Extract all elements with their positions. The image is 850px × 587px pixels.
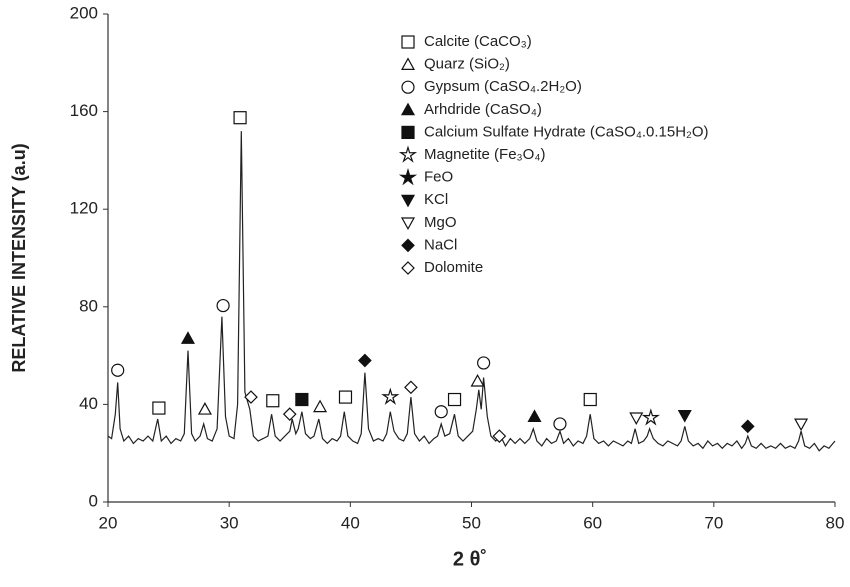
legend-symbol (400, 102, 416, 116)
marker (527, 409, 542, 422)
x-tick-label: 70 (704, 513, 723, 532)
marker (477, 356, 491, 370)
y-tick-label: 0 (89, 491, 98, 510)
legend-label: Dolomite (424, 259, 483, 276)
legend-symbol (401, 238, 415, 253)
marker (266, 394, 280, 408)
legend-label: Calcite (CaCO₃) (424, 33, 532, 50)
legend-symbol (401, 35, 415, 49)
y-tick-label: 200 (70, 3, 98, 22)
x-tick-label: 20 (99, 513, 118, 532)
marker (434, 405, 448, 419)
legend-label: Gypsum (CaSO₄.2H₂O) (424, 78, 582, 95)
marker (358, 353, 372, 368)
x-tick-label: 50 (462, 513, 481, 532)
x-axis-label: 2 θ˚ (453, 547, 487, 570)
legend-label: FeO (424, 169, 453, 186)
marker (180, 331, 195, 344)
y-axis-label: RELATIVE INTENSITY (a.u) (9, 143, 29, 372)
marker (641, 408, 660, 426)
marker (404, 380, 418, 395)
y-tick-label: 160 (70, 101, 98, 120)
y-tick-label: 120 (70, 199, 98, 218)
marker (629, 412, 644, 426)
marker (111, 363, 125, 377)
legend-label: Magnetite (Fe₃O₄) (424, 146, 545, 163)
marker (244, 390, 258, 404)
legend-symbol (400, 57, 416, 71)
y-tick-label: 40 (79, 394, 98, 413)
x-tick-label: 60 (583, 513, 602, 532)
marker (794, 418, 809, 432)
legend-label: Quarz (SiO₂) (424, 56, 510, 73)
legend-symbol (400, 217, 416, 231)
legend-label: Arhdride (CaSO₄) (424, 101, 542, 118)
legend: Calcite (CaCO₃) Quarz (SiO₂) Gypsum (CaSO₄… (398, 33, 709, 276)
marker (677, 409, 692, 423)
marker (216, 298, 230, 313)
legend-symbol (401, 125, 415, 140)
legend-symbol (398, 145, 418, 163)
legend-symbol (398, 168, 418, 186)
marker (338, 390, 353, 404)
marker (282, 407, 297, 422)
legend-symbol (401, 261, 415, 275)
marker (313, 399, 328, 413)
marker (295, 392, 309, 407)
marker (583, 392, 597, 407)
legend-label: NaCl (424, 236, 457, 253)
legend-label: KCl (424, 191, 448, 208)
y-tick-label: 80 (79, 296, 98, 315)
x-tick-label: 80 (826, 513, 845, 532)
marker (152, 401, 166, 415)
x-tick-label: 40 (341, 513, 360, 532)
marker (233, 111, 247, 125)
legend-label: Calcium Sulfate Hydrate (CaSO₄.0.15H₂O) (424, 123, 709, 140)
legend-label: MgO (424, 214, 457, 231)
marker (740, 419, 755, 434)
legend-symbol (400, 194, 416, 208)
marker (197, 402, 212, 415)
x-tick-label: 30 (220, 513, 239, 532)
marker (381, 387, 400, 405)
marker (470, 373, 485, 387)
legend-symbol (401, 80, 415, 94)
marker (492, 429, 507, 443)
marker (553, 417, 567, 431)
xrd-trace (107, 131, 836, 452)
marker (447, 392, 462, 407)
